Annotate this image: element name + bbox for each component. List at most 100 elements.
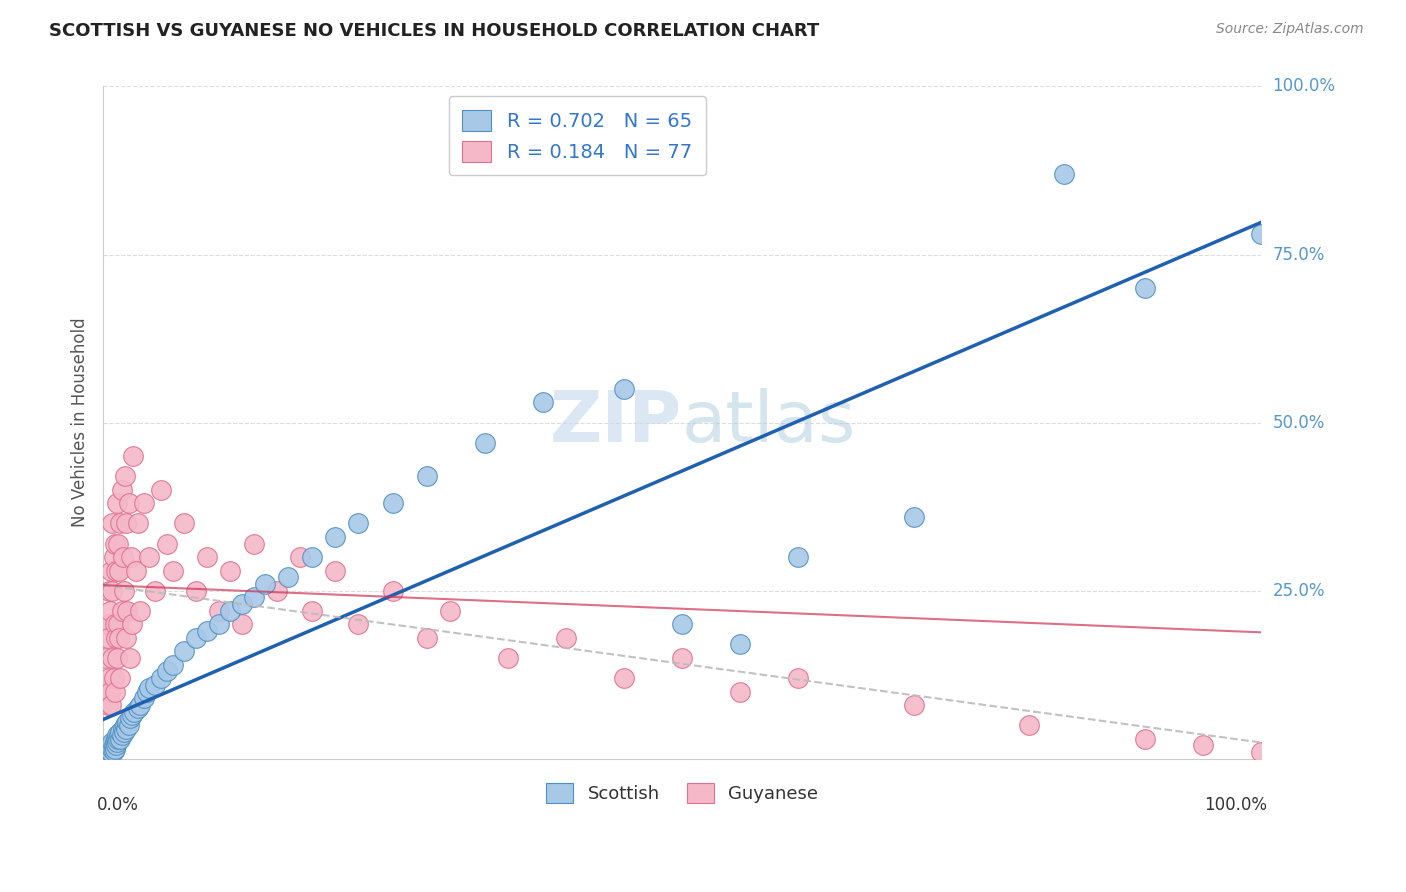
Point <box>1250 745 1272 759</box>
Point <box>474 435 496 450</box>
Point <box>150 483 173 497</box>
Point <box>242 591 264 605</box>
Text: 100.0%: 100.0% <box>1204 796 1267 814</box>
Point <box>121 617 143 632</box>
Point <box>173 644 195 658</box>
Point <box>111 728 134 742</box>
Point <box>728 684 751 698</box>
Point <box>98 604 121 618</box>
Point <box>111 550 134 565</box>
Point <box>108 728 131 742</box>
Text: 75.0%: 75.0% <box>1272 245 1324 263</box>
Point <box>231 617 253 632</box>
Point <box>124 564 146 578</box>
Point <box>208 604 231 618</box>
Point <box>127 516 149 531</box>
Point <box>120 550 142 565</box>
Point <box>150 671 173 685</box>
Point <box>96 617 118 632</box>
Point <box>231 597 253 611</box>
Point <box>301 604 323 618</box>
Point <box>104 536 127 550</box>
Point <box>127 701 149 715</box>
Point <box>671 617 693 632</box>
Text: 0.0%: 0.0% <box>97 796 139 814</box>
Point <box>104 739 127 753</box>
Point <box>101 741 124 756</box>
Point <box>105 728 128 742</box>
Point <box>115 631 138 645</box>
Point <box>381 583 404 598</box>
Point <box>117 714 139 729</box>
Point <box>277 570 299 584</box>
Point <box>138 550 160 565</box>
Point <box>97 747 120 761</box>
Point <box>104 741 127 756</box>
Point <box>110 671 132 685</box>
Point <box>103 671 125 685</box>
Point <box>184 631 207 645</box>
Point <box>104 735 127 749</box>
Point <box>101 735 124 749</box>
Point <box>105 651 128 665</box>
Point <box>103 739 125 753</box>
Point <box>110 516 132 531</box>
Point <box>97 741 120 756</box>
Text: Source: ZipAtlas.com: Source: ZipAtlas.com <box>1216 22 1364 37</box>
Point <box>98 684 121 698</box>
Point <box>266 583 288 598</box>
Point <box>103 550 125 565</box>
Point <box>195 550 218 565</box>
Point <box>555 631 578 645</box>
Point <box>98 747 121 761</box>
Point <box>786 671 808 685</box>
Point <box>728 638 751 652</box>
Point <box>111 483 134 497</box>
Point <box>162 564 184 578</box>
Point <box>110 731 132 746</box>
Point <box>156 536 179 550</box>
Point <box>101 583 124 598</box>
Point <box>114 718 136 732</box>
Point <box>97 631 120 645</box>
Point <box>671 651 693 665</box>
Point <box>96 684 118 698</box>
Point <box>111 722 134 736</box>
Point <box>104 617 127 632</box>
Point <box>132 496 155 510</box>
Point <box>104 731 127 746</box>
Point <box>288 550 311 565</box>
Point <box>1192 739 1215 753</box>
Point <box>1018 718 1040 732</box>
Point <box>143 583 166 598</box>
Point <box>903 698 925 712</box>
Point <box>242 536 264 550</box>
Point <box>118 711 141 725</box>
Legend: Scottish, Guyanese: Scottish, Guyanese <box>538 776 825 810</box>
Point <box>173 516 195 531</box>
Point <box>347 516 370 531</box>
Point <box>323 530 346 544</box>
Point <box>108 564 131 578</box>
Point <box>117 718 139 732</box>
Point <box>613 671 636 685</box>
Point <box>112 583 135 598</box>
Y-axis label: No Vehicles in Household: No Vehicles in Household <box>72 318 89 527</box>
Point <box>129 604 152 618</box>
Point <box>1250 227 1272 242</box>
Point <box>100 745 122 759</box>
Point <box>107 617 129 632</box>
Point <box>94 651 117 665</box>
Point <box>117 604 139 618</box>
Point <box>112 725 135 739</box>
Point <box>122 449 145 463</box>
Text: atlas: atlas <box>682 388 856 457</box>
Point <box>104 564 127 578</box>
Point <box>1133 281 1156 295</box>
Point <box>107 536 129 550</box>
Point <box>97 583 120 598</box>
Point <box>439 604 461 618</box>
Point <box>97 671 120 685</box>
Point <box>110 725 132 739</box>
Point <box>115 722 138 736</box>
